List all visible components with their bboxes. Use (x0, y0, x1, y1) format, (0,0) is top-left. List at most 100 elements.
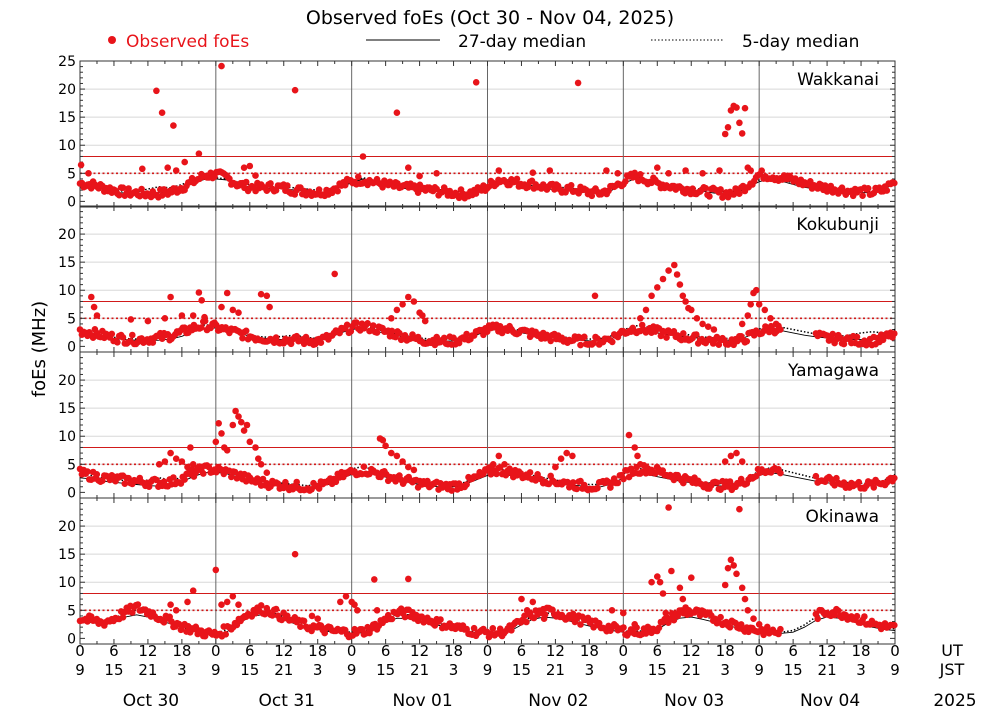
y-tick-label: 10 (58, 429, 76, 445)
observed-point (410, 298, 418, 305)
observed-point (654, 573, 661, 580)
observed-point (836, 334, 844, 342)
observed-point (594, 484, 601, 492)
jst-tick-label: 15 (376, 661, 395, 679)
observed-point (257, 290, 265, 298)
observed-point (717, 613, 724, 621)
ut-tick-label: 12 (546, 642, 565, 660)
observed-point (654, 284, 661, 291)
observed-point (891, 621, 898, 629)
observed-point (753, 286, 760, 294)
observed-point (668, 567, 675, 575)
observed-point (662, 609, 670, 617)
observed-point (399, 301, 406, 308)
observed-point (730, 562, 737, 569)
observed-point (364, 320, 371, 327)
y-tick-label: 15 (58, 547, 76, 563)
observed-point (181, 158, 188, 166)
observed-point (315, 485, 323, 492)
observed-point (129, 609, 136, 616)
observed-point (269, 612, 276, 619)
jst-tick-label: 15 (784, 661, 803, 679)
observed-point (254, 455, 262, 463)
observed-point (609, 338, 616, 346)
observed-point (382, 442, 389, 450)
observed-point (637, 171, 644, 178)
observed-point (648, 578, 655, 586)
y-tick-label: 0 (67, 485, 76, 501)
observed-point (577, 341, 584, 349)
ut-tick-label: 18 (851, 642, 870, 660)
observed-point (642, 630, 650, 637)
observed-point (90, 303, 98, 311)
observed-point (212, 438, 220, 446)
observed-point (680, 330, 687, 337)
day-label: Nov 01 (392, 691, 452, 711)
observed-point (172, 455, 180, 463)
y-tick-label: 20 (58, 82, 76, 98)
observed-point (167, 293, 174, 301)
observed-point (733, 104, 740, 111)
observed-point (648, 469, 655, 477)
observed-point (218, 303, 225, 311)
observed-point (218, 430, 225, 437)
observed-point (523, 607, 531, 614)
observed-point (263, 469, 271, 477)
observed-point (226, 175, 233, 182)
observed-point (680, 479, 687, 487)
observed-point (84, 468, 91, 475)
observed-point (891, 474, 898, 482)
observed-point (153, 87, 160, 95)
observed-point (870, 484, 878, 491)
observed-point (205, 463, 213, 471)
observed-point (747, 167, 754, 174)
observed-point (727, 556, 735, 564)
y-tick-label: 10 (58, 138, 76, 154)
observed-point (77, 161, 85, 169)
observed-point (337, 598, 344, 606)
observed-point (717, 186, 724, 193)
observed-point (733, 449, 740, 457)
ut-tick-label: 12 (410, 642, 429, 660)
observed-point (161, 315, 169, 322)
observed-point (379, 436, 387, 444)
observed-point (671, 261, 678, 269)
observed-point (108, 330, 116, 338)
observed-point (591, 292, 599, 300)
observed-point (393, 306, 401, 314)
observed-point (321, 629, 329, 637)
observed-point (529, 598, 537, 606)
observed-point (743, 338, 751, 345)
observed-point (223, 289, 231, 297)
y-tick-label: 15 (58, 401, 76, 417)
station-name: Kokubunji (796, 215, 879, 235)
observed-point (125, 185, 132, 192)
observed-point (155, 461, 163, 468)
observed-point (181, 476, 188, 483)
observed-point (252, 444, 259, 451)
observed-point (198, 627, 205, 634)
observed-point (736, 119, 743, 127)
jst-tick-label: 15 (104, 661, 123, 679)
observed-point (744, 312, 752, 319)
day-label: Nov 03 (664, 691, 724, 711)
observed-point (526, 469, 534, 476)
ut-tick-label: 6 (381, 642, 391, 660)
observed-point (738, 584, 746, 592)
panel-kokubunji: 0 5 10 15 20 Kokubunji (58, 205, 898, 355)
observed-point (608, 607, 616, 614)
ut-tick-label: 18 (172, 642, 191, 660)
observed-point (557, 455, 565, 463)
observed-point (625, 431, 633, 439)
observed-point (463, 481, 470, 488)
jst-tick-label: 3 (313, 661, 323, 679)
observed-point (416, 172, 423, 180)
observed-point (726, 478, 734, 485)
observed-point (99, 477, 106, 485)
observed-point (563, 449, 570, 457)
observed-point (835, 607, 842, 614)
observed-point (259, 475, 267, 483)
observed-point (495, 167, 503, 174)
observed-point (689, 185, 696, 192)
observed-point (622, 178, 629, 185)
